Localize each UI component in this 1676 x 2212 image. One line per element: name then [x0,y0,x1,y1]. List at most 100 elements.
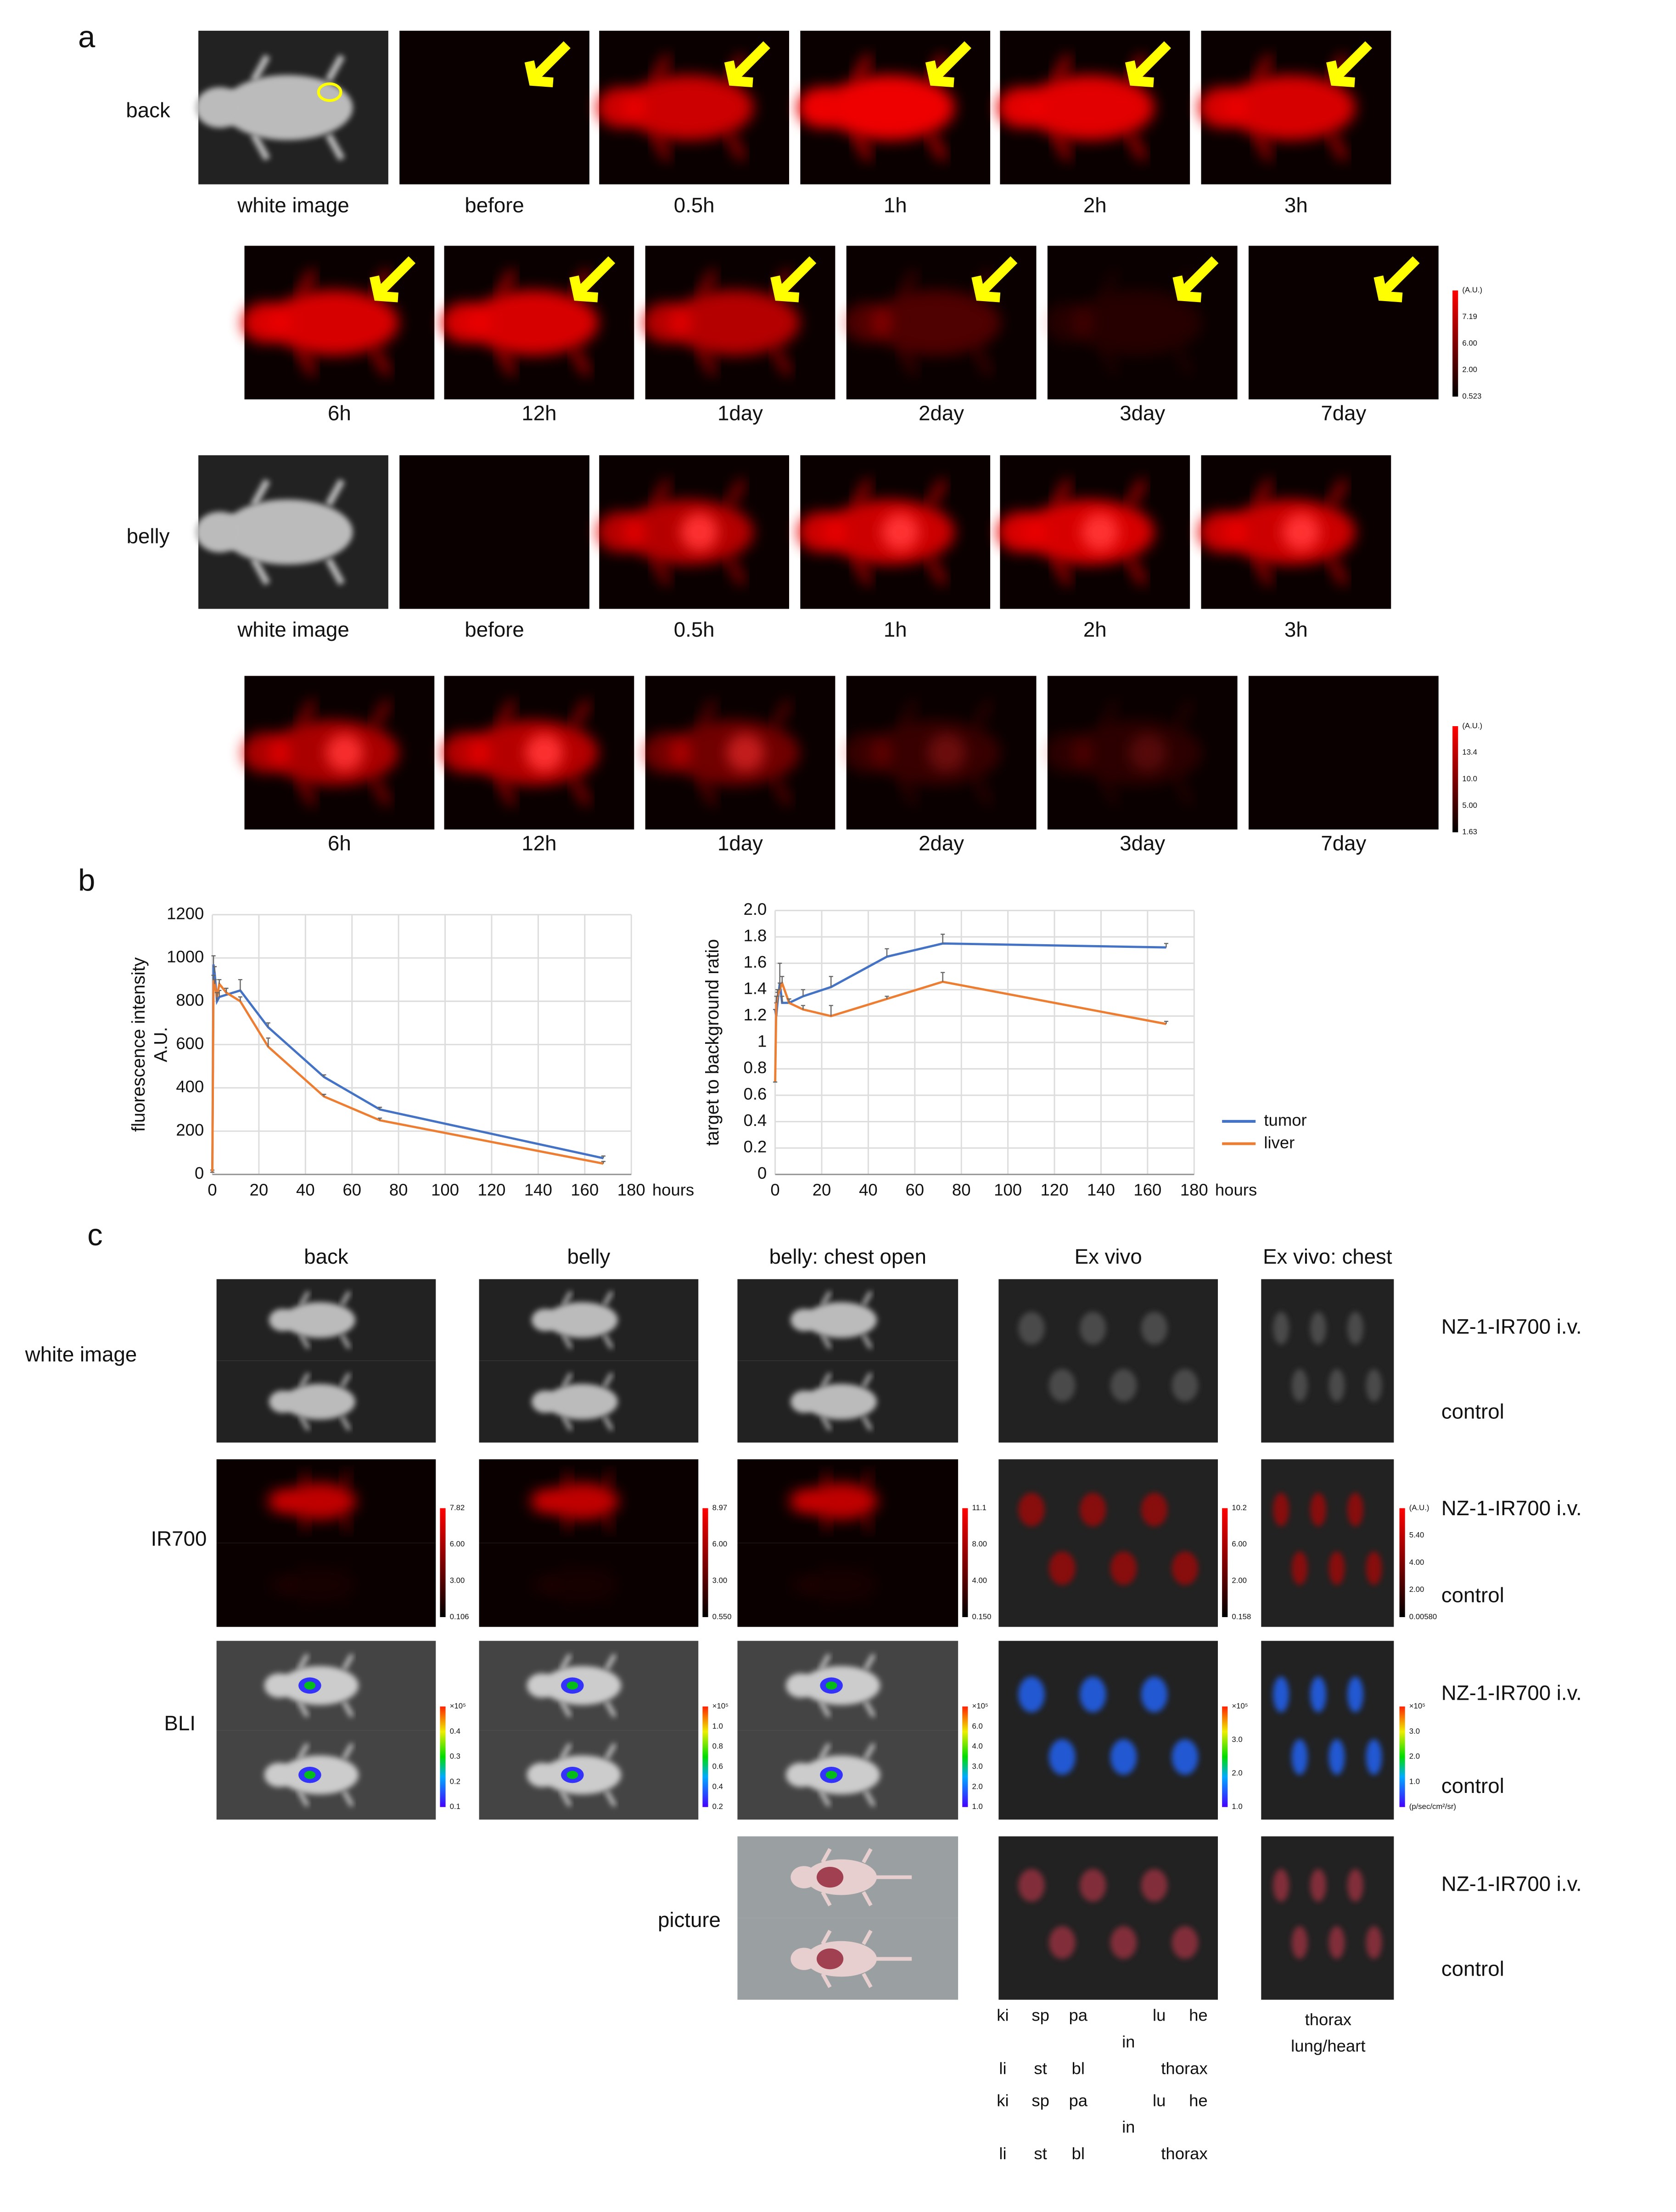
body-shape [1024,75,1155,140]
organ [1347,1311,1363,1345]
signal-spot [680,513,718,551]
panel-label: c [87,1218,102,1252]
image-panel [797,30,1019,185]
organ [1110,1926,1137,1959]
limb [927,479,947,507]
column-header: Ex vivo: chest [1263,1245,1392,1268]
error-bar [322,1074,326,1077]
organ [1273,1676,1289,1713]
organ-label: he [1189,2091,1208,2110]
colorbar-label: 0.2 [450,1777,460,1786]
limb [605,1743,617,1760]
x-tick-label: 180 [617,1181,645,1199]
condition-label: NZ-1-IR700 i.v. [1441,1315,1582,1338]
organ [1018,1869,1045,1902]
colorbar-label: 0.550 [712,1612,732,1621]
colorbar-label: 1.0 [972,1802,983,1811]
limb [863,1743,876,1760]
limb [863,1653,876,1670]
image-panel [479,1641,699,1730]
limb [342,1653,354,1670]
limb [1328,479,1348,507]
error-bar [941,972,945,982]
head-shape [527,1673,556,1698]
head-shape [1198,511,1247,553]
y-tick-label: 1.4 [744,979,767,998]
bli-signal [825,1681,837,1690]
head-shape [241,302,291,343]
timepoint-label: 2h [1083,618,1107,641]
colorbar-label: 0.4 [450,1727,460,1736]
condition-label: control [1441,1584,1504,1607]
timepoint-label: 2h [1083,193,1107,217]
body-shape [623,75,754,140]
head-shape [797,511,846,553]
limb [862,1891,873,1907]
x-tick-label: 180 [1180,1181,1208,1199]
limb [1253,479,1273,507]
error-bar [778,982,782,990]
image-panel [1261,1836,1394,2000]
column-header: Ex vivo [1075,1245,1142,1268]
colorbar-label: 3.0 [1232,1735,1242,1744]
limb [325,133,345,161]
image-panel [441,246,662,400]
organ [1049,1739,1076,1775]
body-shape [545,1567,619,1603]
colorbar-label: 8.97 [712,1503,728,1512]
limb [821,1291,832,1306]
head-shape [596,87,645,128]
limb [819,1653,831,1670]
head-shape [264,1763,294,1787]
error-bar [801,1005,806,1010]
limb [603,1515,615,1531]
limb [560,1653,572,1670]
organ [1110,1369,1137,1402]
signal-spot [325,734,364,772]
colorbar [440,1706,446,1807]
colorbar-label: 0.4 [712,1782,723,1791]
timepoint-label: before [465,618,524,641]
limb [852,479,872,507]
body-shape [545,1483,619,1520]
timepoint-label: 1h [884,618,907,641]
limb [821,1848,832,1864]
colorbar [1222,1508,1228,1617]
image-panel [479,1279,699,1361]
limb [862,1471,874,1487]
signal-spot [1081,513,1119,551]
head-shape [997,511,1046,553]
condition-label: control [1441,1957,1504,1981]
organ [1328,1926,1345,1959]
limb [862,1515,874,1531]
image-background [1248,676,1439,830]
head-shape [1044,302,1093,343]
organ [1366,1926,1382,1959]
colorbar-label: 0.158 [1232,1612,1251,1621]
limb [562,1291,573,1306]
organ-label: ki [997,2006,1009,2025]
limb [560,1790,572,1807]
organ-label: li [999,2059,1006,2078]
arrow [1125,41,1172,88]
head-shape [789,1490,817,1513]
x-tick-label: 120 [1041,1181,1069,1199]
x-tick-label: 40 [296,1181,315,1199]
body-shape [805,1383,877,1420]
limb [1052,479,1072,507]
signal-spot [1128,734,1167,772]
arrow [971,256,1018,302]
error-bar [780,996,785,1003]
colorbar-label: ×10⁵ [972,1702,988,1710]
image-panel [479,1459,699,1543]
tumor-marker [317,82,342,102]
head-shape [1044,732,1093,773]
timepoint-label: 2day [919,832,964,855]
head-shape [642,732,691,773]
organ-label: pa [1069,2091,1087,2110]
organ [1110,1551,1137,1585]
image-background [998,1279,1218,1443]
image-panel [642,246,863,400]
limb [863,1790,876,1807]
